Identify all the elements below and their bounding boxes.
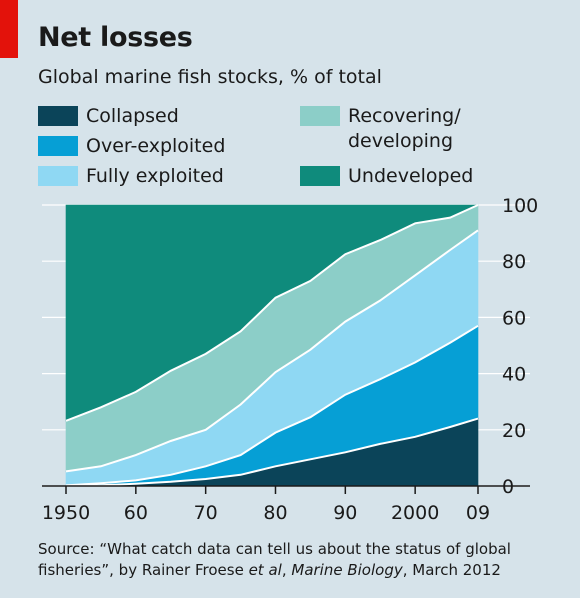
legend-label-undeveloped: Undeveloped xyxy=(348,165,474,187)
boundary-line-collapsed xyxy=(65,417,479,487)
legend-swatch-fully-exploited xyxy=(38,166,78,186)
legend-swatch-undeveloped xyxy=(300,166,340,186)
legend-label-collapsed: Collapsed xyxy=(86,105,179,127)
y-tick-label-0: 0 xyxy=(502,476,514,498)
x-tick-label-1990: 90 xyxy=(333,502,357,524)
source-text: Source: “What catch data can tell us abo… xyxy=(38,540,511,579)
legend-label-fully-exploited: Fully exploited xyxy=(86,165,224,187)
x-tick-label-2000: 2000 xyxy=(391,502,439,524)
legend-item-recovering: Recovering/ developing xyxy=(300,104,461,154)
x-tick-label-1980: 80 xyxy=(263,502,287,524)
chart-title: Net losses xyxy=(38,22,193,53)
brand-red-tab xyxy=(0,0,18,58)
legend-item-fully-exploited: Fully exploited xyxy=(38,164,224,189)
x-tick-label-1970: 70 xyxy=(194,502,218,524)
y-tick-label-40: 40 xyxy=(502,364,526,386)
legend-label-recovering: Recovering/ developing xyxy=(348,105,461,152)
source-separator: , xyxy=(281,561,292,579)
source-journal: Marine Biology xyxy=(291,561,403,579)
legend-item-undeveloped: Undeveloped xyxy=(300,164,473,189)
legend-swatch-collapsed xyxy=(38,106,78,126)
legend-swatch-over-exploited xyxy=(38,136,78,156)
y-tick-label-100: 100 xyxy=(502,195,538,217)
boundary-line-recovering-developing xyxy=(65,204,479,422)
source-etal: et al xyxy=(248,561,282,579)
legend-item-over-exploited: Over-exploited xyxy=(38,134,225,159)
legend-item-collapsed: Collapsed xyxy=(38,104,179,129)
boundary-line-fully-exploited xyxy=(65,229,479,473)
y-tick-label-20: 20 xyxy=(502,420,526,442)
y-tick-label-60: 60 xyxy=(502,307,526,329)
boundary-line-over-exploited xyxy=(65,324,479,487)
source-date: , March 2012 xyxy=(402,561,501,579)
source-note: Source: “What catch data can tell us abo… xyxy=(38,539,558,581)
x-tick-label-2009: 09 xyxy=(466,502,490,524)
x-tick-label-1950: 1950 xyxy=(42,502,90,524)
x-tick-label-1960: 60 xyxy=(124,502,148,524)
y-tick-label-80: 80 xyxy=(502,251,526,273)
legend-swatch-recovering xyxy=(300,106,340,126)
chart-subtitle: Global marine fish stocks, % of total xyxy=(38,66,382,88)
legend-label-over-exploited: Over-exploited xyxy=(86,135,226,157)
